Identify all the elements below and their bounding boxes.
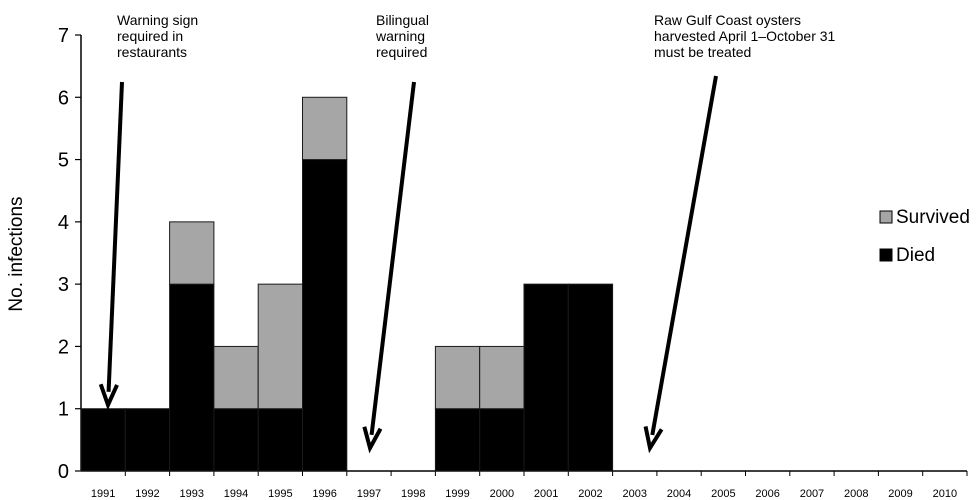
legend-label-survived: Survived bbox=[896, 207, 970, 228]
x-tick-label: 1992 bbox=[135, 488, 159, 500]
x-tick-label: 2001 bbox=[534, 488, 558, 500]
x-tick-label: 2005 bbox=[711, 488, 735, 500]
y-tick-label: 2 bbox=[58, 336, 69, 358]
bar-died-1994 bbox=[213, 408, 259, 472]
bar-survived-1995 bbox=[257, 283, 304, 410]
x-tick-label: 2007 bbox=[800, 488, 824, 500]
bar-died-2002 bbox=[567, 283, 614, 472]
annotation-bilingual-warning: Bilingual warning required bbox=[375, 12, 429, 60]
x-tick-label: 1999 bbox=[445, 488, 469, 500]
bar-died-2001 bbox=[523, 283, 569, 472]
annotation-arrow-head bbox=[98, 383, 119, 411]
x-tick-label: 1998 bbox=[401, 488, 425, 500]
annotations: Warning sign required in restaurants Biling… bbox=[98, 12, 836, 454]
axes: 0 1 2 3 4 5 6 7 1991 1992 1993 1994 1995 1996 1997 1998… bbox=[58, 25, 968, 500]
y-tick-label: 0 bbox=[58, 461, 69, 483]
annotation-warning-sign: Warning sign required in restaurants bbox=[117, 12, 198, 60]
bar-died-1992 bbox=[124, 408, 171, 472]
y-axis-label: No. infections bbox=[6, 196, 27, 311]
annotation-arrow-head bbox=[362, 426, 383, 454]
bar-died-1999 bbox=[434, 408, 481, 472]
bar-died-1993 bbox=[169, 283, 215, 472]
annotation-oysters-treated: Raw Gulf Coast oysters harvested April 1–… bbox=[654, 12, 836, 60]
bar-survived-1993 bbox=[169, 221, 215, 285]
bar-survived-1996 bbox=[302, 96, 348, 161]
y-tick-label: 3 bbox=[58, 274, 69, 296]
x-tick-label: 1993 bbox=[180, 488, 204, 500]
annotation-arrow bbox=[106, 81, 124, 392]
x-tick-label: 1997 bbox=[357, 488, 381, 500]
x-tick-label: 2009 bbox=[888, 488, 912, 500]
x-tick-label: 1995 bbox=[268, 488, 292, 500]
x-tick-label: 2004 bbox=[667, 488, 691, 500]
x-tick-label: 2003 bbox=[623, 488, 647, 500]
bar-died-1995 bbox=[257, 408, 304, 472]
bar-died-2000 bbox=[479, 408, 525, 472]
y-tick-label: 4 bbox=[58, 212, 69, 234]
x-tick-label: 1996 bbox=[312, 488, 336, 500]
x-tick-label: 1994 bbox=[224, 488, 248, 500]
bars bbox=[80, 96, 614, 472]
legend: Survived Died bbox=[879, 207, 970, 266]
x-tick-label: 2010 bbox=[933, 488, 957, 500]
annotation-arrow bbox=[369, 81, 416, 436]
y-tick-label: 5 bbox=[58, 150, 69, 172]
y-tick-label: 1 bbox=[58, 399, 69, 421]
annotation-arrow bbox=[650, 75, 718, 436]
x-tick-label: 1991 bbox=[91, 488, 115, 500]
y-tick-label: 6 bbox=[58, 87, 69, 109]
x-tick-label: 2008 bbox=[844, 488, 868, 500]
bar-died-1991 bbox=[80, 408, 126, 472]
bar-survived-1999 bbox=[434, 345, 481, 410]
bar-died-1996 bbox=[302, 159, 348, 472]
bar-survived-2000 bbox=[479, 345, 525, 410]
legend-swatch-survived bbox=[879, 210, 893, 224]
bar-survived-1994 bbox=[213, 345, 259, 410]
y-tick-label: 7 bbox=[58, 25, 69, 47]
legend-swatch-died bbox=[879, 248, 893, 262]
legend-label-died: Died bbox=[896, 245, 935, 266]
x-tick-label: 2006 bbox=[755, 488, 779, 500]
annotation-arrow-head bbox=[643, 426, 664, 454]
x-tick-label: 2000 bbox=[490, 488, 514, 500]
x-tick-label: 2002 bbox=[578, 488, 602, 500]
